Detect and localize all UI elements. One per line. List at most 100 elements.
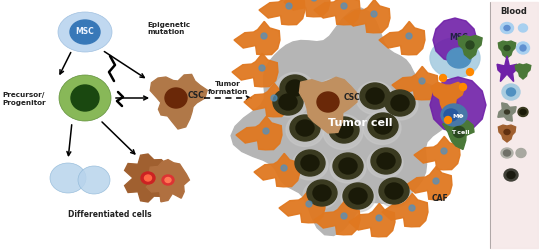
Text: Differentiated cells: Differentiated cells xyxy=(68,210,152,219)
Ellipse shape xyxy=(507,172,515,179)
Ellipse shape xyxy=(379,178,409,204)
Ellipse shape xyxy=(504,26,510,31)
Ellipse shape xyxy=(78,166,110,194)
Ellipse shape xyxy=(335,122,353,138)
Polygon shape xyxy=(147,160,189,202)
Ellipse shape xyxy=(385,91,415,117)
Ellipse shape xyxy=(504,169,518,181)
Ellipse shape xyxy=(58,13,112,53)
Ellipse shape xyxy=(371,148,401,174)
Ellipse shape xyxy=(316,79,354,112)
Ellipse shape xyxy=(503,150,510,156)
Ellipse shape xyxy=(520,110,526,115)
Polygon shape xyxy=(414,137,460,170)
Ellipse shape xyxy=(501,148,513,158)
Ellipse shape xyxy=(330,154,366,183)
Ellipse shape xyxy=(507,89,515,96)
Ellipse shape xyxy=(326,86,344,102)
Polygon shape xyxy=(150,75,207,130)
Circle shape xyxy=(341,4,347,10)
Polygon shape xyxy=(499,126,516,142)
Ellipse shape xyxy=(295,150,325,176)
Ellipse shape xyxy=(59,76,111,122)
Ellipse shape xyxy=(385,183,403,199)
Text: MSC: MSC xyxy=(75,26,94,35)
Ellipse shape xyxy=(349,188,367,204)
Ellipse shape xyxy=(275,73,315,108)
Polygon shape xyxy=(236,117,282,150)
Text: Precursor/
Progenitor: Precursor/ Progenitor xyxy=(2,92,46,105)
Ellipse shape xyxy=(329,118,359,144)
Text: Tumor cell: Tumor cell xyxy=(328,118,392,128)
Text: CSC: CSC xyxy=(344,92,361,101)
Ellipse shape xyxy=(430,39,480,79)
Polygon shape xyxy=(443,121,474,150)
Polygon shape xyxy=(125,154,169,202)
Circle shape xyxy=(261,34,267,40)
Ellipse shape xyxy=(320,81,350,106)
Ellipse shape xyxy=(501,24,514,34)
Ellipse shape xyxy=(341,184,375,212)
Ellipse shape xyxy=(339,158,357,174)
Circle shape xyxy=(341,213,347,219)
Polygon shape xyxy=(392,67,438,100)
Polygon shape xyxy=(279,190,325,223)
Circle shape xyxy=(441,148,447,154)
Polygon shape xyxy=(497,57,517,82)
Ellipse shape xyxy=(141,172,155,184)
Ellipse shape xyxy=(382,91,418,120)
Ellipse shape xyxy=(333,154,363,179)
Circle shape xyxy=(376,215,382,221)
Text: Blood: Blood xyxy=(501,7,528,16)
Polygon shape xyxy=(431,83,465,113)
Polygon shape xyxy=(300,78,357,134)
Ellipse shape xyxy=(520,46,526,52)
Ellipse shape xyxy=(363,112,401,145)
Circle shape xyxy=(419,79,425,85)
Ellipse shape xyxy=(504,46,510,51)
Polygon shape xyxy=(314,0,360,26)
Circle shape xyxy=(409,205,415,211)
Text: MΦ: MΦ xyxy=(452,113,464,118)
Ellipse shape xyxy=(356,82,394,115)
Ellipse shape xyxy=(391,96,409,112)
Polygon shape xyxy=(244,84,290,117)
Ellipse shape xyxy=(165,178,171,183)
Ellipse shape xyxy=(301,156,319,171)
Ellipse shape xyxy=(374,118,392,134)
Circle shape xyxy=(259,66,265,72)
Circle shape xyxy=(433,178,439,184)
Ellipse shape xyxy=(323,115,363,150)
Circle shape xyxy=(445,117,452,124)
Polygon shape xyxy=(259,0,305,26)
Ellipse shape xyxy=(70,21,100,45)
Circle shape xyxy=(306,201,312,207)
Text: T cell: T cell xyxy=(451,129,469,134)
Ellipse shape xyxy=(273,90,303,116)
Ellipse shape xyxy=(279,94,297,110)
Ellipse shape xyxy=(504,130,510,135)
Ellipse shape xyxy=(165,89,187,108)
Ellipse shape xyxy=(516,43,529,55)
Ellipse shape xyxy=(144,175,151,181)
Ellipse shape xyxy=(290,116,320,141)
Polygon shape xyxy=(314,202,360,235)
Polygon shape xyxy=(498,104,516,122)
Ellipse shape xyxy=(519,25,528,33)
Ellipse shape xyxy=(453,127,465,138)
Ellipse shape xyxy=(162,175,174,185)
Circle shape xyxy=(406,34,412,40)
Text: CAF: CAF xyxy=(432,194,449,203)
Text: Tumor
formation: Tumor formation xyxy=(208,81,248,94)
Polygon shape xyxy=(379,22,425,56)
Ellipse shape xyxy=(447,49,471,69)
Polygon shape xyxy=(231,9,459,235)
Ellipse shape xyxy=(505,110,509,114)
Ellipse shape xyxy=(366,89,384,104)
Ellipse shape xyxy=(296,120,314,136)
Polygon shape xyxy=(344,0,390,34)
Ellipse shape xyxy=(516,149,526,158)
Ellipse shape xyxy=(313,185,331,201)
Circle shape xyxy=(466,69,473,76)
Ellipse shape xyxy=(303,181,337,209)
